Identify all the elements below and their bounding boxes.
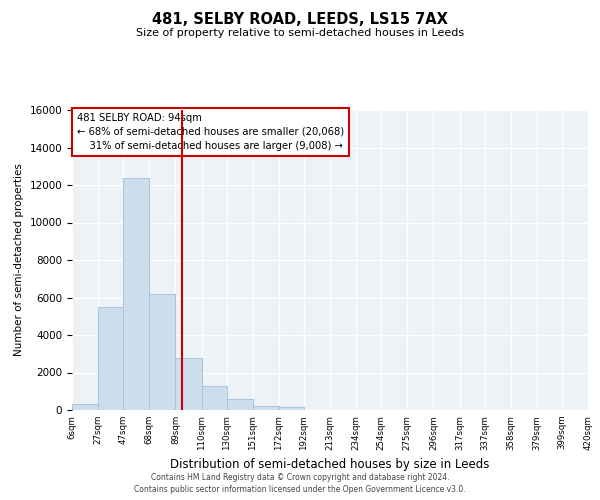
Text: Contains HM Land Registry data © Crown copyright and database right 2024.: Contains HM Land Registry data © Crown c… <box>151 472 449 482</box>
Y-axis label: Number of semi-detached properties: Number of semi-detached properties <box>14 164 24 356</box>
Bar <box>227 399 253 410</box>
Bar <box>202 386 227 410</box>
Bar <box>279 407 304 410</box>
Bar <box>149 294 175 410</box>
Bar <box>123 178 149 410</box>
Bar <box>72 404 98 410</box>
Bar <box>98 307 123 410</box>
Text: Contains public sector information licensed under the Open Government Licence v3: Contains public sector information licen… <box>134 485 466 494</box>
Text: 481 SELBY ROAD: 94sqm
← 68% of semi-detached houses are smaller (20,068)
    31%: 481 SELBY ROAD: 94sqm ← 68% of semi-deta… <box>77 113 344 151</box>
Text: 481, SELBY ROAD, LEEDS, LS15 7AX: 481, SELBY ROAD, LEEDS, LS15 7AX <box>152 12 448 28</box>
Bar <box>175 358 202 410</box>
Bar <box>253 406 279 410</box>
X-axis label: Distribution of semi-detached houses by size in Leeds: Distribution of semi-detached houses by … <box>170 458 490 471</box>
Text: Size of property relative to semi-detached houses in Leeds: Size of property relative to semi-detach… <box>136 28 464 38</box>
